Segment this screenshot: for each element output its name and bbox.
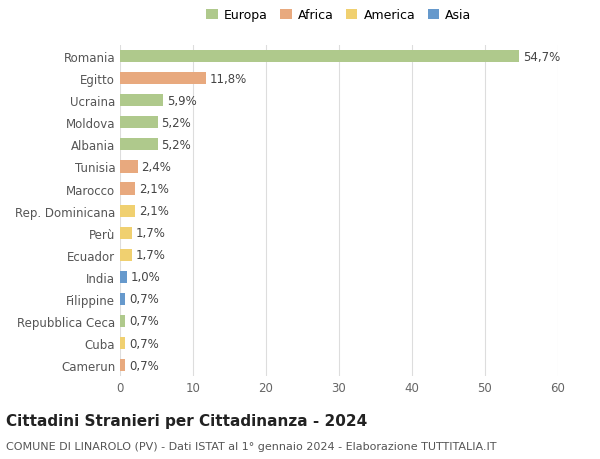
Bar (120, 117, 158, 129)
Text: 5,2%: 5,2% (161, 139, 191, 151)
Bar (120, 271, 127, 283)
Text: 2,4%: 2,4% (141, 161, 171, 174)
Bar (120, 315, 125, 327)
Legend: Europa, Africa, America, Asia: Europa, Africa, America, Asia (206, 9, 472, 22)
Text: 1,7%: 1,7% (136, 227, 166, 240)
Text: 2,1%: 2,1% (139, 205, 169, 218)
Text: COMUNE DI LINAROLO (PV) - Dati ISTAT al 1° gennaio 2024 - Elaborazione TUTTITALI: COMUNE DI LINAROLO (PV) - Dati ISTAT al … (6, 441, 497, 451)
Bar (120, 227, 133, 239)
Text: Cittadini Stranieri per Cittadinanza - 2024: Cittadini Stranieri per Cittadinanza - 2… (6, 413, 367, 428)
Bar (120, 183, 136, 195)
Bar (120, 249, 133, 261)
Bar (120, 73, 206, 85)
Text: 11,8%: 11,8% (210, 73, 247, 85)
Bar (120, 95, 163, 107)
Text: 5,9%: 5,9% (167, 95, 196, 107)
Text: 54,7%: 54,7% (523, 50, 560, 63)
Bar (120, 161, 137, 173)
Text: 2,1%: 2,1% (139, 183, 169, 196)
Text: 0,7%: 0,7% (129, 315, 158, 328)
Text: 0,7%: 0,7% (129, 359, 158, 372)
Text: 1,0%: 1,0% (131, 271, 161, 284)
Text: 5,2%: 5,2% (161, 117, 191, 129)
Bar (120, 359, 125, 371)
Bar (120, 51, 520, 63)
Bar (120, 139, 158, 151)
Text: 1,7%: 1,7% (136, 249, 166, 262)
Bar (120, 205, 136, 217)
Text: 0,7%: 0,7% (129, 337, 158, 350)
Bar (120, 337, 125, 349)
Bar (120, 293, 125, 305)
Text: 0,7%: 0,7% (129, 293, 158, 306)
